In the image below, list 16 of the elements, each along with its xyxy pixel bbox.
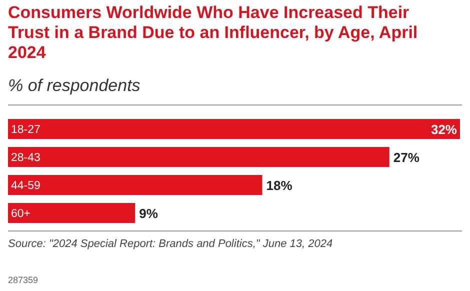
text: 287359: [8, 275, 38, 285]
y-tick-label: 18-27: [11, 124, 40, 136]
bar: [8, 147, 390, 167]
source-note: Source: "2024 Special Report: Brands and Politics," June 13, 2024: [8, 238, 333, 250]
data-label: 18%: [266, 178, 293, 193]
bar: [8, 175, 262, 195]
chart-title: Consumers Worldwide Who Have Increased Their Trust in a Brand Due to an Influencer, by Age, April 2024: [8, 3, 418, 62]
data-label: 27%: [393, 150, 420, 165]
y-tick-label: 28-43: [11, 152, 40, 164]
y-tick-label: 60+: [11, 208, 31, 220]
chart-subtitle: % of respondents: [8, 76, 141, 95]
bar: [8, 203, 136, 223]
data-label: 32%: [430, 122, 458, 137]
data-label: 9%: [139, 206, 158, 221]
bar: [8, 119, 460, 139]
y-tick-label: 44-59: [11, 180, 40, 192]
